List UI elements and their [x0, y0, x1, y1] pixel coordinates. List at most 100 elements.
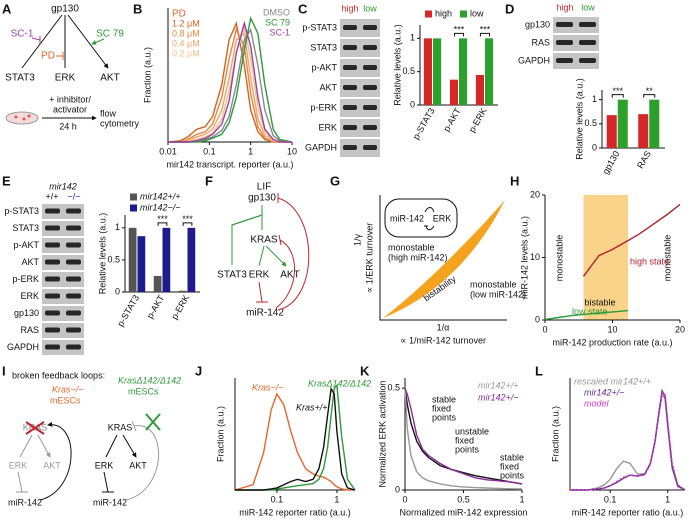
x-tick-label: 0.1 — [203, 146, 216, 156]
panel-letter: F — [205, 173, 213, 188]
blot — [553, 17, 599, 33]
x-tick-label: 20 — [675, 324, 685, 334]
node: miR-142 — [246, 308, 284, 319]
y-axis-label: ∝ 1/ERK turnover — [364, 223, 374, 293]
cell — [14, 115, 18, 119]
series-label: mir142+/+ — [478, 380, 519, 390]
readout: cytometry — [100, 118, 140, 128]
inhibition — [102, 471, 114, 493]
series-label: 0.4 μM — [172, 38, 200, 48]
node: LIF — [257, 182, 271, 193]
panel-letter: I — [2, 363, 6, 378]
region-label: bistable — [584, 297, 615, 307]
cell — [27, 114, 31, 118]
inhibition — [16, 471, 28, 493]
blot — [340, 59, 380, 77]
band — [343, 25, 357, 30]
panel-letter: B — [133, 1, 142, 16]
panel-a: gp130 STAT3 ERK AKT SC-1 PD SC 79 + inhi… — [5, 4, 139, 132]
y-tick-label: 0 — [592, 142, 597, 152]
region-label: (high miR-142) — [388, 252, 448, 262]
y-tick-label: 0.5 — [387, 383, 400, 393]
band — [343, 145, 357, 150]
mutation — [145, 413, 161, 431]
blot-label: p-STAT3 — [4, 206, 39, 216]
y-tick-label: 0 — [395, 484, 400, 494]
duration: 24 h — [59, 121, 77, 131]
blot-label: p-ERK — [310, 102, 337, 112]
x-axis-label: mir142 transcript. reporter (a.u.) — [166, 159, 293, 169]
category-label: RAS — [635, 149, 653, 170]
node: KRAS — [250, 235, 278, 246]
panel-letter: K — [360, 363, 370, 378]
blot-label: ERK — [318, 122, 337, 132]
band — [66, 242, 81, 248]
series-label: 0.2 μM — [172, 48, 200, 58]
panel-letter: G — [330, 173, 340, 188]
x-tick-label: 0.5 — [457, 494, 470, 504]
treatment: activator — [53, 104, 87, 114]
inhibition — [275, 234, 295, 309]
x-tick-label: 1 — [248, 146, 253, 156]
panel-g: miR-142 ERK monostable (high miR-142) bi… — [352, 195, 526, 345]
significance: *** — [182, 214, 193, 224]
panel-letter: L — [535, 363, 543, 378]
blot-header: mir142 — [49, 181, 77, 191]
significance-bracket — [157, 222, 168, 226]
line-series — [544, 309, 629, 321]
band — [45, 242, 60, 248]
band — [45, 259, 60, 265]
axis-symbol: 1/α — [437, 322, 450, 332]
node: miR-142 — [8, 497, 42, 507]
band — [66, 208, 81, 214]
band — [45, 344, 60, 350]
x-tick-label: 0 — [402, 494, 407, 504]
y-tick-label: 1 — [410, 33, 415, 43]
panel-letter: D — [505, 1, 514, 16]
bar — [649, 99, 660, 148]
series-label: mir142+/− — [478, 392, 519, 402]
bar — [459, 38, 468, 106]
band — [363, 65, 377, 70]
band — [343, 105, 357, 110]
panel-i: broken feedback loops: Kras−/− mESCs Kra… — [8, 370, 181, 507]
blot — [42, 289, 84, 304]
x-tick-label: 0 — [542, 324, 547, 334]
line-series — [234, 392, 355, 491]
band — [363, 145, 377, 150]
band — [66, 225, 81, 231]
y-tick-label: 0 — [535, 314, 540, 324]
x-axis-label: Normalized miR-142 expression — [399, 507, 527, 517]
panel-letter: J — [195, 363, 202, 378]
bar — [638, 114, 649, 148]
annotation: fixed — [432, 403, 451, 413]
annotation: stable — [500, 452, 524, 462]
blot — [42, 340, 84, 355]
band — [579, 58, 596, 63]
line-series — [404, 388, 523, 490]
band — [343, 45, 357, 50]
line-series — [168, 27, 292, 143]
band — [66, 310, 81, 316]
blot — [553, 35, 599, 51]
significance-bracket — [643, 94, 656, 98]
knockout — [25, 421, 45, 435]
legend-label: high — [435, 8, 452, 18]
inset — [384, 198, 458, 238]
series-label: rescaled mir142+/+ — [574, 376, 651, 386]
blot-label: gp130 — [14, 308, 39, 318]
bar — [162, 227, 171, 292]
dish — [5, 111, 39, 125]
bar — [485, 38, 494, 106]
blot-label: RAS — [20, 325, 39, 335]
category-label: p-ERK — [467, 106, 489, 134]
significance-bracket — [453, 32, 465, 37]
y-tick-label: 0.5 — [584, 118, 597, 128]
y-tick-label: 1 — [592, 94, 597, 104]
blot-label: GAPDH — [305, 142, 337, 152]
blot-label: p-AKT — [13, 240, 39, 250]
lane-header: high — [556, 2, 573, 12]
bar — [433, 38, 442, 106]
band — [579, 22, 596, 27]
